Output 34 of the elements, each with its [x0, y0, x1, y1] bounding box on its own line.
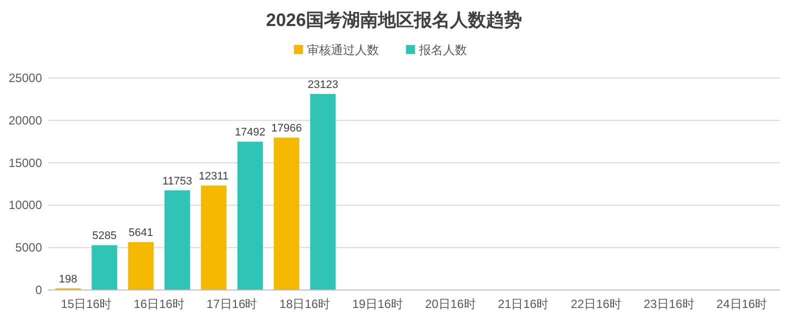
bar — [237, 142, 263, 290]
x-tick-label: 22日16时 — [570, 297, 622, 311]
data-label: 17492 — [234, 126, 266, 139]
x-tick-label: 16日16时 — [134, 297, 184, 311]
x-tick-label: 18日16时 — [279, 297, 330, 311]
y-tick-label: 10000 — [8, 198, 42, 212]
data-label: 5285 — [92, 230, 117, 242]
x-tick-label: 24日16时 — [716, 297, 768, 311]
bar — [310, 94, 336, 290]
data-label: 198 — [58, 273, 78, 286]
bar — [128, 242, 154, 290]
data-label: 12311 — [198, 170, 229, 183]
bar — [164, 190, 190, 290]
x-tick-label: 20日16时 — [425, 297, 476, 311]
data-label: 11753 — [162, 175, 192, 188]
data-label: 23123 — [308, 78, 338, 91]
data-label: 5641 — [128, 227, 154, 240]
legend-label: 审核通过人数 — [307, 43, 379, 57]
y-tick-label: 0 — [35, 283, 42, 297]
y-tick-label: 20000 — [8, 113, 42, 128]
y-tick-label: 5000 — [15, 240, 42, 255]
bar — [92, 245, 118, 290]
y-tick-label: 25000 — [8, 71, 42, 85]
x-tick-label: 21日16时 — [498, 297, 549, 311]
bar — [274, 138, 300, 290]
x-tick-label: 17日16时 — [206, 297, 258, 311]
x-tick-label: 19日16时 — [352, 297, 403, 311]
x-tick-label: 23日16时 — [644, 297, 694, 311]
legend-label: 报名人数 — [418, 43, 467, 57]
chart-title: 2026国考湖南地区报名人数趋势 — [266, 10, 522, 30]
data-label: 17966 — [271, 122, 302, 135]
y-tick-label: 15000 — [8, 156, 42, 170]
bar — [200, 186, 226, 290]
x-tick-label: 15日16时 — [60, 297, 112, 311]
